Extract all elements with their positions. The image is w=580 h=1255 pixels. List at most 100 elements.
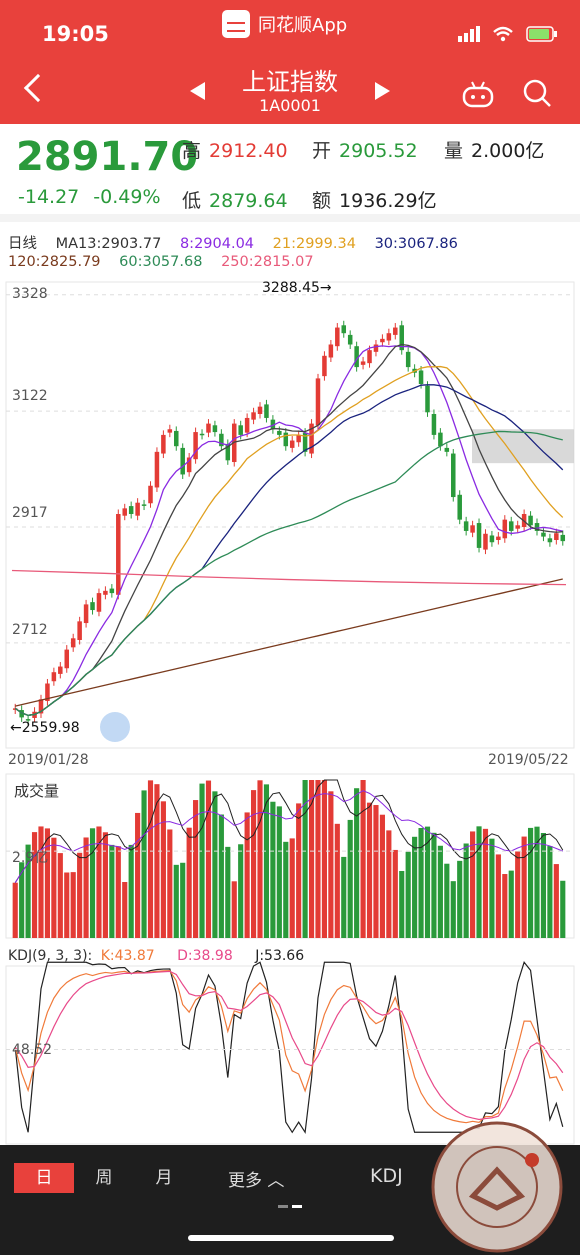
page-dots <box>278 1205 302 1208</box>
volume-bar <box>57 853 63 938</box>
search-icon[interactable] <box>522 78 552 108</box>
date-start: 2019/01/28 <box>8 752 89 768</box>
volume-bar <box>534 826 540 938</box>
volume-bar <box>19 862 25 938</box>
volume-bar <box>354 788 360 938</box>
volume-bar <box>476 826 482 938</box>
volume-bar <box>31 832 38 938</box>
candle-body <box>489 535 495 543</box>
volume-bar <box>257 780 263 938</box>
candle-body <box>90 602 95 611</box>
volume-bar <box>77 852 83 938</box>
volume-bar <box>321 780 328 938</box>
volume-bar <box>553 864 559 938</box>
volume-bar <box>457 860 463 938</box>
candle-body <box>45 683 50 702</box>
volume-bar <box>89 828 96 938</box>
volume-bar <box>482 828 489 938</box>
candle-body <box>560 534 566 542</box>
period-label[interactable]: 日线 <box>8 236 37 252</box>
candle-body <box>174 430 179 447</box>
volume-bar <box>302 780 308 938</box>
volume-bar <box>135 812 141 938</box>
ma8-line <box>14 345 563 716</box>
candle-body <box>547 538 553 543</box>
volume-bar <box>502 874 508 938</box>
volume-bar <box>437 845 443 938</box>
amount-value: 1936.29亿 <box>339 190 437 212</box>
open-label: 开 <box>312 140 332 162</box>
ma21-label: 21:2999.34 <box>272 236 356 252</box>
indicator-kdj-button[interactable]: KDJ <box>370 1165 403 1187</box>
candle-body <box>270 419 276 430</box>
candle-body <box>296 434 301 443</box>
chart-canvas[interactable] <box>0 280 580 1145</box>
signal-icon <box>458 26 480 42</box>
change-value: -14.27 <box>18 186 80 208</box>
status-time: 19:05 <box>42 22 109 46</box>
min-price-label: ←2559.98 <box>10 720 80 736</box>
volume-bar <box>263 784 270 938</box>
chevron-up-icon: ︿ <box>267 1170 285 1191</box>
robot-icon[interactable] <box>462 80 494 110</box>
candle-body <box>83 604 89 624</box>
volume-bar <box>495 854 501 938</box>
volume-bar <box>238 844 244 938</box>
next-stock-button[interactable] <box>375 82 390 100</box>
candle-body <box>405 351 411 368</box>
volume-bar <box>180 862 186 938</box>
price-panel-frame <box>5 281 575 749</box>
candle-body <box>128 506 134 514</box>
header: 19:05 同花顺App 上证指数 1A0001 <box>0 0 580 124</box>
volume-bar <box>218 814 224 938</box>
candle-body <box>25 719 31 721</box>
candle-body <box>373 344 379 352</box>
volume-bar <box>250 790 257 938</box>
ma120-label: 120:2825.79 <box>8 254 101 270</box>
ma-legend-row2: 120:2825.79 60:3057.68 250:2815.07 <box>8 254 328 270</box>
tab-month[interactable]: 月 <box>155 1168 173 1188</box>
candle-body <box>264 404 269 418</box>
app-badge: 同花顺App <box>222 10 347 38</box>
tab-day[interactable]: 日 <box>14 1163 74 1193</box>
ma13-line <box>14 343 563 716</box>
candle-body <box>315 378 321 426</box>
volume-ma10-line <box>14 790 563 883</box>
volume-bar <box>308 780 315 938</box>
resistance-zone <box>472 429 574 464</box>
volume-bar <box>173 864 179 938</box>
candle-body <box>238 425 243 435</box>
candle-body <box>70 638 76 648</box>
volume-bar <box>186 827 192 938</box>
expand-icon[interactable] <box>100 712 130 742</box>
y-tick-3: 2712 <box>12 622 48 638</box>
more-button[interactable]: 更多 ︿ <box>228 1166 284 1191</box>
volume-bar <box>199 783 205 938</box>
candle-body <box>109 588 115 594</box>
candle-body <box>534 523 540 531</box>
candle-body <box>380 338 385 343</box>
prev-stock-button[interactable] <box>190 82 205 100</box>
tab-week[interactable]: 周 <box>95 1168 113 1188</box>
candle-body <box>496 536 501 540</box>
candle-body <box>154 451 160 488</box>
candle-body <box>502 519 508 539</box>
max-price-label: 3288.45→ <box>262 280 332 296</box>
candle-body <box>347 334 353 345</box>
y-tick-2: 2917 <box>12 505 48 521</box>
volume-bar <box>289 838 295 938</box>
ma60-line <box>14 430 563 716</box>
volume-bar <box>405 851 411 938</box>
candle-body <box>148 485 153 504</box>
candle-body <box>167 429 173 433</box>
candle-body <box>554 533 559 540</box>
ma250-label: 250:2815.07 <box>221 254 314 270</box>
candle-body <box>206 423 211 433</box>
volume-bar <box>38 826 44 938</box>
volume-bar <box>25 844 31 938</box>
volume-bar <box>122 882 128 938</box>
change-percent: -0.49% <box>93 186 161 208</box>
candle-body <box>244 417 250 433</box>
kdj-legend: KDJ(9, 3, 3): K:43.87 D:38.98 J:53.66 <box>8 948 304 964</box>
candle-body <box>457 494 462 520</box>
